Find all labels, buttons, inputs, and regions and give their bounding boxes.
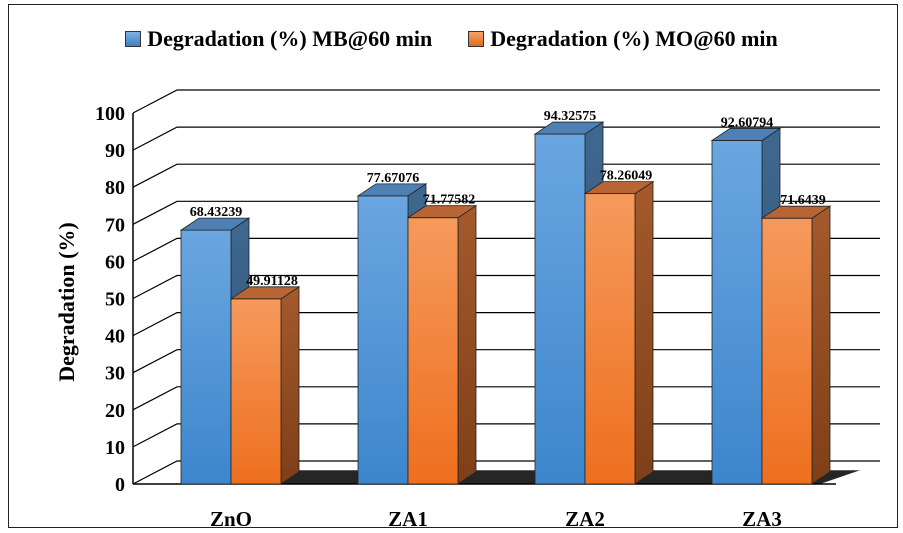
x-tick-label: ZA3 <box>742 507 782 531</box>
x-tick-label: ZnO <box>210 507 252 531</box>
bar-top <box>356 183 428 197</box>
y-tick-label: 50 <box>105 289 125 311</box>
gridline <box>132 163 880 188</box>
y-tick-label: 30 <box>105 363 125 385</box>
y-tick-label: 10 <box>105 437 125 459</box>
data-label: 92.60794 <box>721 115 774 130</box>
y-tick-label: 40 <box>105 326 125 348</box>
data-label: 94.32575 <box>544 109 597 124</box>
bar-top <box>533 121 605 135</box>
y-tick-label: 70 <box>105 214 125 236</box>
bar-mb <box>357 195 409 485</box>
gridline <box>132 89 880 114</box>
bar-side <box>457 204 477 485</box>
bar-top <box>710 128 782 141</box>
grid-layer: 0 10 20 30 40 50 60 70 80 90 100 <box>95 89 880 496</box>
data-label: 71.77582 <box>423 193 476 208</box>
bar-top <box>406 205 478 219</box>
y-tick-label: 100 <box>95 103 125 125</box>
data-label: 77.67076 <box>367 171 420 186</box>
bar-mo <box>584 193 636 485</box>
bars-layer <box>179 121 832 485</box>
floor-shadow <box>183 470 860 484</box>
bar-side <box>634 180 654 485</box>
data-label: 78.26049 <box>600 169 653 184</box>
bar-mb <box>711 140 763 485</box>
data-label: 71.6439 <box>780 193 826 208</box>
bar-side <box>280 286 300 485</box>
bar-top <box>179 217 251 231</box>
bar-top <box>229 286 301 300</box>
bar-top <box>760 205 832 219</box>
y-tick-label: 90 <box>105 140 125 162</box>
bar-side <box>811 205 831 485</box>
bar-mo <box>761 217 813 485</box>
bar-top <box>583 181 655 195</box>
bar-mb <box>534 133 586 485</box>
data-label: 49.91128 <box>246 274 298 289</box>
legend-label-mo: Degradation (%) MO@60 min <box>490 26 778 51</box>
y-axis-label: Degradation (%) <box>54 222 79 381</box>
legend-item-mb: Degradation (%) MB@60 min <box>125 26 432 52</box>
bar-mo <box>230 298 282 485</box>
bar-mb <box>180 229 232 485</box>
y-tick-label: 60 <box>105 251 125 273</box>
x-tick-label: ZA2 <box>565 507 605 531</box>
gridline <box>132 126 880 151</box>
legend-label-mb: Degradation (%) MB@60 min <box>147 26 433 51</box>
y-tick-label: 80 <box>105 177 125 199</box>
legend-swatch-mb <box>125 31 142 47</box>
y-tick-label: 20 <box>105 400 125 422</box>
y-tick-label: 0 <box>115 474 125 496</box>
x-tick-label: ZA1 <box>388 507 428 531</box>
data-label: 68.43239 <box>190 205 243 220</box>
legend-item-mo: Degradation (%) MO@60 min <box>468 26 778 52</box>
chart-legend: Degradation (%) MB@60 min Degradation (%… <box>0 24 903 54</box>
legend-swatch-mo <box>468 31 485 47</box>
bar-mo <box>407 217 459 485</box>
